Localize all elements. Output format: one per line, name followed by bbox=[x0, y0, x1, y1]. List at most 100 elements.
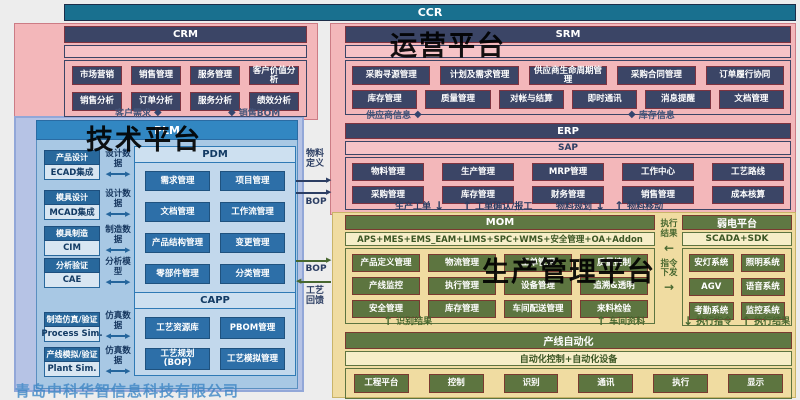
erp-module: 库存管理 bbox=[442, 186, 514, 204]
double-arrow-icon: ◀ ▶ bbox=[105, 366, 131, 375]
pdm-title: PDM bbox=[135, 147, 295, 163]
pdm-module: 分类管理 bbox=[220, 264, 285, 284]
capp-items: 工艺资源库 PBOM管理 工艺规划(BOP) 工艺模拟管理 bbox=[135, 309, 295, 378]
weak-current-module: 安灯系统 bbox=[689, 254, 734, 272]
erp-module: 工艺路线 bbox=[712, 163, 784, 181]
erp-title: ERP bbox=[345, 123, 791, 139]
crm-module: 服务分析 bbox=[190, 92, 240, 111]
flow-design-data-2: 设计数据 ◀ ▶ bbox=[105, 189, 131, 218]
line-automation-module: 工程平台 bbox=[354, 374, 409, 393]
arrow-right-icon: ▶ bbox=[296, 177, 331, 184]
flow-material-definition: 物料定义 bbox=[305, 149, 324, 170]
tool-sub: CIM bbox=[44, 241, 100, 256]
pdm-module: 产品结构管理 bbox=[145, 233, 210, 253]
flow-workshop-data: ↑ 车间资料 bbox=[596, 313, 646, 328]
erp-module: 财务管理 bbox=[532, 186, 604, 204]
crm-items: 市场营销 销售管理 服务管理 客户价值分析 销售分析 订单分析 服务分析 绩效分析 bbox=[64, 60, 307, 117]
srm-strip bbox=[345, 45, 791, 58]
srm-module: 采购合同管理 bbox=[617, 66, 696, 85]
flow-command-dispatch: 指令下发 bbox=[660, 258, 678, 279]
arrow-up-icon: ↑ bbox=[383, 313, 394, 328]
crm-module: 销售分析 bbox=[72, 92, 122, 111]
mom-strip: APS+MES+EMS_EAM+LIMS+SPC+WMS+安全管理+OA+Add… bbox=[345, 232, 655, 246]
tool-process-simulation: 制造仿真/验证 Process Sim. bbox=[41, 312, 103, 342]
weak-current-module: AGV bbox=[689, 278, 734, 296]
weak-current-module: 语音系统 bbox=[740, 278, 785, 296]
tool-sub: ECAD集成 bbox=[44, 165, 100, 180]
tool-line-simulation: 产线模拟/验证 Plant Sim. bbox=[44, 347, 100, 377]
srm-module: 库存管理 bbox=[352, 90, 418, 109]
arrow-up-icon: ↑ bbox=[741, 313, 752, 328]
erp-module: 工作中心 bbox=[622, 163, 694, 181]
srm-title: SRM bbox=[345, 26, 791, 43]
mom-module: 安全管理 bbox=[352, 300, 420, 318]
tool-title: 产品设计 bbox=[44, 150, 100, 165]
line-automation-panel: 产线自动化 自动化控制+自动化设备 工程平台 控制 识别 通讯 执行 显示 bbox=[345, 332, 792, 399]
arrow-right-icon: → bbox=[663, 280, 675, 295]
arrow-up-icon: ↑ bbox=[596, 313, 607, 328]
line-automation-module: 通讯 bbox=[578, 374, 634, 393]
pdm-module: 零部件管理 bbox=[145, 264, 210, 284]
mom-module: 产线监控 bbox=[352, 277, 420, 295]
arrow-right-icon: ▶ bbox=[296, 257, 331, 264]
ccr-bar: CCR bbox=[64, 4, 796, 21]
flow-customer-demand: 客户需求 ◆ bbox=[115, 106, 162, 119]
tool-title: 模具设计 bbox=[44, 190, 100, 205]
erp-module: 销售管理 bbox=[622, 186, 694, 204]
pdm-capp-panel: PDM 需求管理 项目管理 文档管理 工作流管理 产品结构管理 变更管理 零部件管理 分类管理… bbox=[134, 146, 296, 376]
flow-material-movement: ↑ 物料移动 bbox=[614, 198, 664, 213]
srm-module: 订单履行协同 bbox=[705, 66, 784, 85]
operations-platform-title: 运营平台 bbox=[390, 31, 506, 62]
srm-module: 供应商生命周期管理 bbox=[528, 66, 608, 85]
arrow-up-icon: ↑ bbox=[462, 198, 473, 213]
diamond-icon: ◆ bbox=[414, 108, 422, 120]
flow-simulation-data-2: 仿真数据 ◀ ▶ bbox=[105, 346, 131, 375]
srm-module: 质量管理 bbox=[425, 90, 491, 109]
plm-title: PLM bbox=[36, 120, 298, 140]
double-arrow-icon: ◀ ▶ bbox=[105, 245, 131, 254]
capp-module: PBOM管理 bbox=[220, 317, 285, 339]
crm-module: 销售管理 bbox=[131, 66, 181, 85]
srm-module: 采购寻源管理 bbox=[352, 66, 431, 85]
mom-title: MOM bbox=[345, 215, 655, 230]
flow-sales-bom: ◆ 销售BOM bbox=[228, 106, 281, 119]
diamond-icon: ◆ bbox=[628, 108, 636, 120]
arrow-down-icon: ↓ bbox=[595, 198, 606, 213]
mom-module: 来料检验 bbox=[580, 300, 648, 318]
weak-current-title: 弱电平台 bbox=[682, 215, 792, 230]
pdm-module: 需求管理 bbox=[145, 171, 210, 191]
mom-module: 追溯&透明 bbox=[580, 277, 648, 295]
erp-module: MRP管理 bbox=[532, 163, 604, 181]
flow-recognition-result: ↑ 识别结果 bbox=[383, 313, 433, 328]
crm-module: 绩效分析 bbox=[249, 92, 299, 111]
srm-module: 文档管理 bbox=[718, 90, 784, 109]
arrow-down-icon: ↓ bbox=[434, 198, 445, 213]
tool-sub: Process Sim. bbox=[41, 327, 103, 342]
flow-execution-result-side: 执行结果 bbox=[660, 219, 678, 239]
tool-title: 制造仿真/验证 bbox=[44, 312, 100, 327]
pdm-module: 变更管理 bbox=[220, 233, 285, 253]
arrow-left-icon: ← bbox=[663, 240, 675, 255]
line-automation-module: 识别 bbox=[503, 374, 559, 393]
crm-title: CRM bbox=[64, 26, 307, 43]
mom-module: 车间配送管理 bbox=[504, 300, 572, 318]
capp-title: CAPP bbox=[135, 292, 295, 309]
erp-module: 物料管理 bbox=[352, 163, 424, 181]
crm-module: 市场营销 bbox=[72, 66, 122, 85]
tool-title: 产线模拟/验证 bbox=[44, 347, 100, 362]
line-automation-strip: 自动化控制+自动化设备 bbox=[345, 351, 792, 366]
erp-module: 生产管理 bbox=[442, 163, 514, 181]
production-platform-title: 生产管理平台 bbox=[482, 257, 656, 288]
flow-manufacturing-data: 制造数据 ◀ ▶ bbox=[105, 225, 131, 254]
flow-simulation-data-1: 仿真数据 ◀ ▶ bbox=[105, 311, 131, 340]
sap-strip: SAP bbox=[345, 141, 791, 155]
flow-bop-erp: BOP bbox=[305, 197, 327, 207]
srm-items: 采购寻源管理 计划及需求管理 供应商生命周期管理 采购合同管理 订单履行协同 库存管理质… bbox=[345, 60, 791, 115]
flow-execution-command: ↓ 执行指令 bbox=[683, 313, 733, 328]
tool-title: 分析验证 bbox=[44, 258, 100, 273]
tool-mold-manufacturing: 模具制造 CIM bbox=[44, 226, 100, 256]
weak-current-panel: 弱电平台 SCADA+SDK 安灯系统 照明系统 AGV 语音系统 考勤系统 监控系统 bbox=[682, 215, 792, 326]
double-arrow-icon: ◀ ▶ bbox=[105, 331, 131, 340]
diamond-icon: ◆ bbox=[154, 106, 162, 118]
pdm-module: 工作流管理 bbox=[220, 202, 285, 222]
